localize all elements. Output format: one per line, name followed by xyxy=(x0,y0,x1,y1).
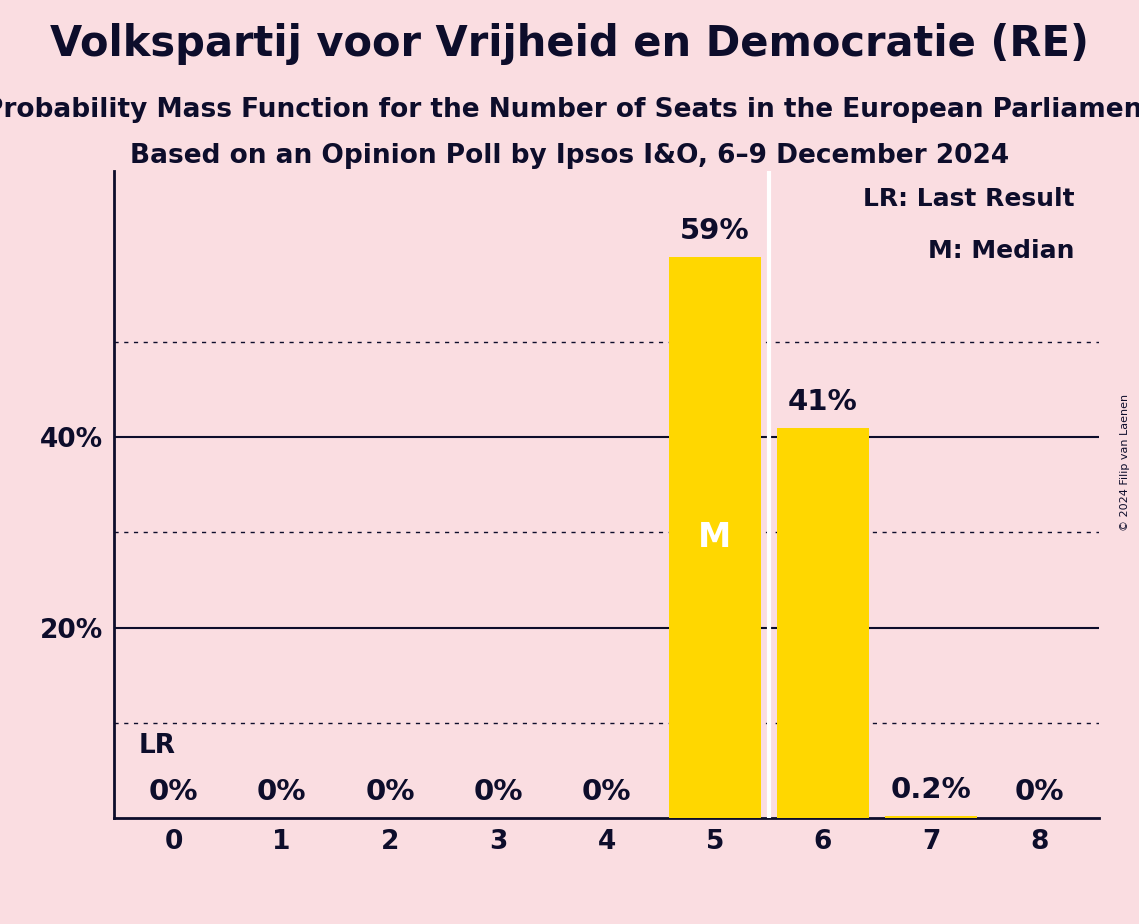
Text: 0.2%: 0.2% xyxy=(891,776,972,805)
Text: 0%: 0% xyxy=(149,778,198,807)
Bar xyxy=(777,428,869,818)
Text: Based on an Opinion Poll by Ipsos I&O, 6–9 December 2024: Based on an Opinion Poll by Ipsos I&O, 6… xyxy=(130,143,1009,169)
Text: 0%: 0% xyxy=(257,778,306,807)
Text: 0%: 0% xyxy=(474,778,523,807)
Text: 41%: 41% xyxy=(788,388,858,417)
Text: 0%: 0% xyxy=(1015,778,1064,807)
Bar xyxy=(669,257,761,818)
Text: LR: Last Result: LR: Last Result xyxy=(863,187,1074,211)
Text: M: Median: M: Median xyxy=(928,239,1074,262)
Text: 0%: 0% xyxy=(366,778,415,807)
Text: 0%: 0% xyxy=(582,778,631,807)
Text: Probability Mass Function for the Number of Seats in the European Parliament: Probability Mass Function for the Number… xyxy=(0,97,1139,123)
Text: © 2024 Filip van Laenen: © 2024 Filip van Laenen xyxy=(1120,394,1130,530)
Text: Volkspartij voor Vrijheid en Democratie (RE): Volkspartij voor Vrijheid en Democratie … xyxy=(50,23,1089,65)
Text: M: M xyxy=(698,520,731,553)
Text: 59%: 59% xyxy=(680,217,749,245)
Bar xyxy=(885,816,977,818)
Text: LR: LR xyxy=(139,733,175,759)
